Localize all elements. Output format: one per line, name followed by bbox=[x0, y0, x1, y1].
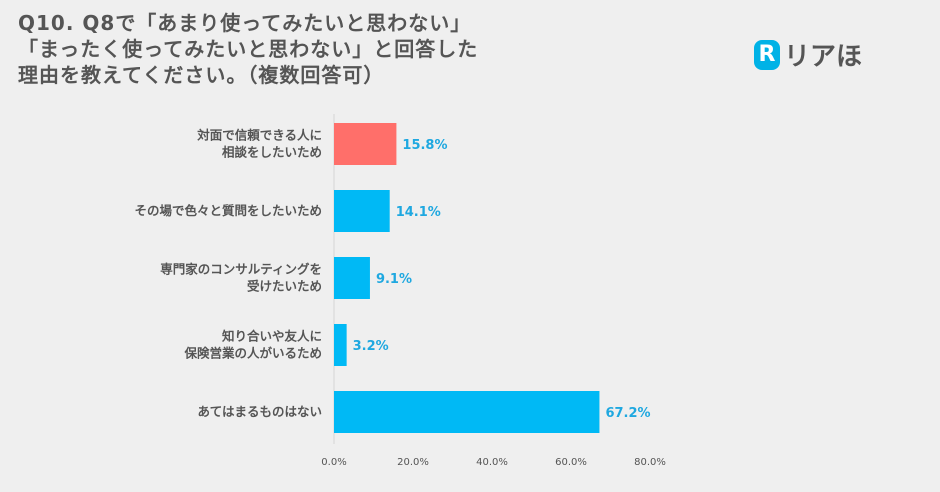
bar-2 bbox=[334, 190, 390, 232]
x-tick-label-2: 20.0% bbox=[397, 457, 429, 468]
x-tick-label-3: 40.0% bbox=[476, 457, 508, 468]
value-label-3: 9.1% bbox=[376, 272, 412, 287]
category-label-4-line-1: 知り合いや友人に bbox=[221, 329, 322, 344]
logo-mark-icon: R bbox=[754, 39, 780, 70]
value-label-5: 67.2% bbox=[605, 406, 650, 421]
title-line-3: 理由を教えてください。（複数回答可） bbox=[18, 63, 385, 87]
category-label-5: あてはまるものはない bbox=[197, 404, 322, 419]
bar-1 bbox=[334, 123, 397, 165]
x-tick-label-5: 80.0% bbox=[634, 457, 666, 468]
title-line-2: 「まったく使ってみたいと思わない」と回答した bbox=[18, 37, 479, 61]
x-tick-label-1: 0.0% bbox=[321, 457, 346, 468]
logo-text: リアほ bbox=[784, 42, 863, 72]
category-label-4-line-2: 保険営業の人がいるため bbox=[183, 346, 322, 361]
category-label-2: その場で色々と質問をしたいため bbox=[134, 203, 322, 218]
value-label-4: 3.2% bbox=[353, 339, 389, 354]
value-label-2: 14.1% bbox=[396, 205, 441, 220]
title-line-1: Q10. Q8で「あまり使ってみたいと思わない」 bbox=[18, 11, 472, 35]
bar-5 bbox=[334, 391, 600, 433]
category-label-3-line-2: 受けたいため bbox=[247, 279, 322, 294]
chart-title: Q10. Q8で「あまり使ってみたいと思わない」 「まったく使ってみたいと思わな… bbox=[18, 10, 658, 88]
bar-3 bbox=[334, 257, 370, 299]
x-tick-label-4: 60.0% bbox=[555, 457, 587, 468]
category-label-1-line-1: 対面で信頼できる人に bbox=[196, 128, 322, 143]
brand-logo: R リアほ bbox=[754, 36, 862, 73]
category-label-3-line-1: 専門家のコンサルティングを bbox=[160, 262, 322, 277]
category-label-1-line-2: 相談をしたいため bbox=[222, 145, 322, 160]
bar-4 bbox=[334, 324, 347, 366]
value-label-1: 15.8% bbox=[402, 138, 447, 153]
